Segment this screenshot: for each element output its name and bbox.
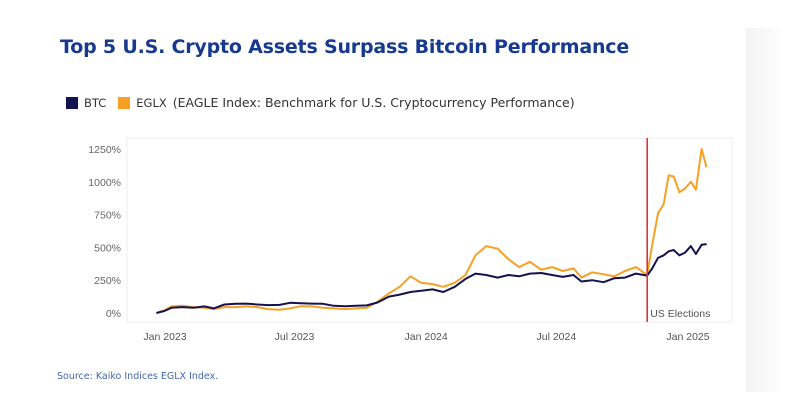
x-tick-label: Jul 2024 [537,331,577,343]
y-tick-label: 750% [94,210,121,222]
x-tick-label: Jul 2023 [275,331,315,343]
legend-description: (EAGLE Index: Benchmark for U.S. Cryptoc… [172,95,575,110]
legend-label-eglx: EGLX [136,95,167,110]
legend-swatch-eglx [118,96,131,109]
x-tick-label: Jan 2025 [666,331,709,343]
annotations: US Elections [646,138,710,322]
y-tick-label: 0% [106,308,121,320]
x-axis: Jan 2023 Jul 2023 Jan 2024 Jul 2024 Jan 2025 [143,331,709,343]
y-tick-label: 1250% [88,144,121,156]
legend: BTC EGLX (EAGLE Index: Benchmark for U.S… [66,95,575,110]
series-line-btc [156,243,707,314]
page-shadow [746,28,800,392]
y-tick-label: 1000% [88,177,121,189]
legend-item-eglx: EGLX [118,95,167,110]
legend-label-btc: BTC [84,95,107,110]
chart-title: Top 5 U.S. Crypto Assets Surpass Bitcoin… [60,36,630,58]
x-tick-label: Jan 2024 [405,331,448,343]
legend-swatch-btc [66,96,78,109]
series-line-eglx [156,148,708,314]
source-note: Source: Kaiko Indices EGLX Index. [57,371,219,382]
election-marker-label: US Elections [650,308,710,320]
legend-item-btc: BTC [66,96,106,110]
y-tick-label: 500% [94,242,121,254]
y-axis: 0% 250% 500% 750% 1000% 1250% [88,144,121,320]
series-lines [156,148,708,314]
x-tick-label: Jan 2023 [143,331,186,343]
y-tick-label: 250% [94,275,121,287]
plot-area [126,137,733,323]
